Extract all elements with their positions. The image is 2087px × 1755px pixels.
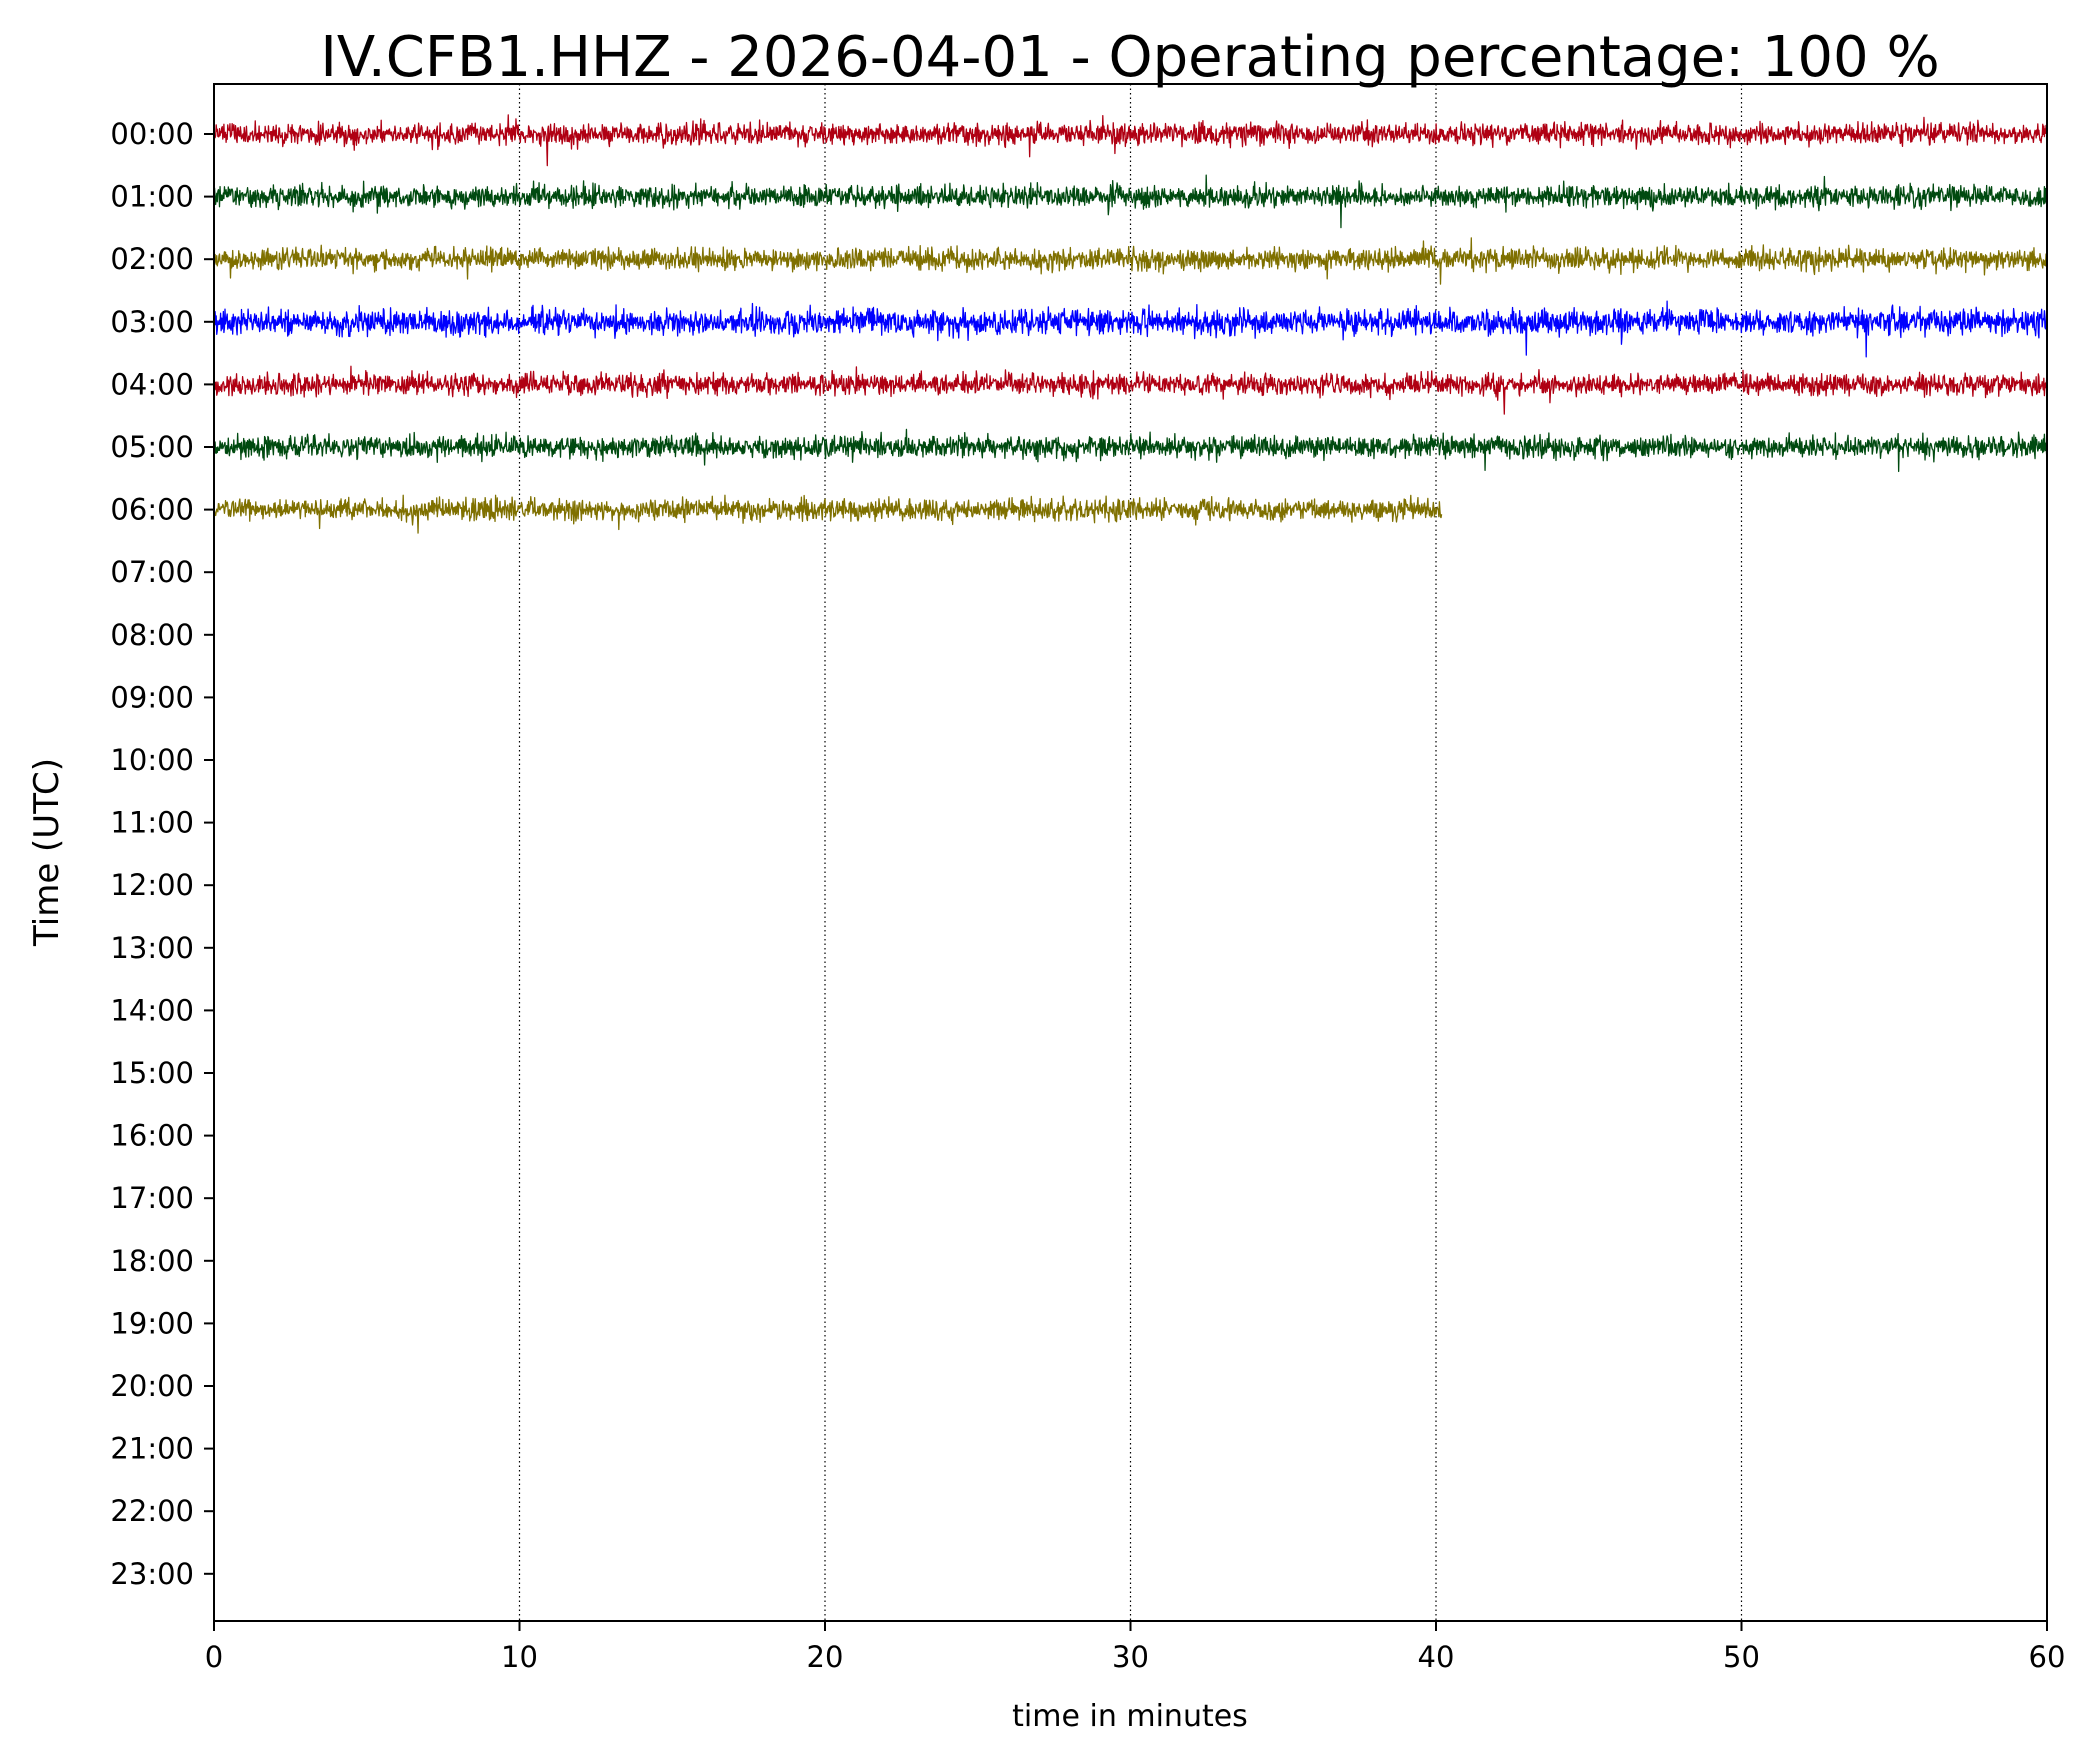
y-tick-label: 06:00 [110, 493, 194, 527]
y-tick-label: 05:00 [110, 430, 194, 464]
trace-0000 [214, 115, 2047, 166]
y-tick-label: 18:00 [110, 1244, 194, 1278]
y-tick-label: 17:00 [110, 1181, 194, 1215]
y-tick-label: 12:00 [110, 868, 194, 902]
x-axis-label: time in minutes [1012, 1699, 1248, 1734]
x-tick-label: 60 [2029, 1640, 2066, 1674]
y-tick-label: 07:00 [110, 555, 194, 589]
x-tick-label: 30 [1112, 1640, 1149, 1674]
y-tick-label: 09:00 [110, 680, 194, 714]
y-tick-label: 20:00 [110, 1369, 194, 1403]
y-tick-label: 01:00 [110, 180, 194, 214]
chart-title: IV.CFB1.HHZ - 2026-04-01 - Operating per… [320, 25, 1939, 90]
y-tick-label: 11:00 [110, 806, 194, 840]
x-tick-label: 10 [501, 1640, 538, 1674]
x-axis: 0 10 20 30 40 50 60 [205, 1621, 2066, 1674]
y-tick-label: 16:00 [110, 1119, 194, 1153]
x-tick-label: 0 [205, 1640, 223, 1674]
x-tick-label: 40 [1418, 1640, 1455, 1674]
trace-0600 [214, 495, 1442, 533]
y-tick-label: 23:00 [110, 1557, 194, 1591]
trace-0500 [214, 429, 2047, 471]
y-tick-label: 04:00 [110, 367, 194, 401]
y-axis-label: Time (UTC) [27, 758, 67, 947]
vertical-grid [520, 84, 1742, 1621]
y-tick-label: 19:00 [110, 1306, 194, 1340]
y-tick-label: 15:00 [110, 1056, 194, 1090]
y-tick-label: 13:00 [110, 931, 194, 965]
x-tick-label: 50 [1723, 1640, 1760, 1674]
x-tick-label: 20 [807, 1640, 844, 1674]
y-tick-label: 00:00 [110, 117, 194, 151]
y-tick-label: 08:00 [110, 618, 194, 652]
y-tick-label: 02:00 [110, 242, 194, 276]
y-tick-label: 10:00 [110, 743, 194, 777]
trace-0200 [214, 238, 2047, 284]
y-axis: 00:00 01:00 02:00 03:00 04:00 05:00 06:00 07:00… [110, 117, 214, 1591]
y-tick-label: 03:00 [110, 305, 194, 339]
seismic-traces [214, 115, 2047, 533]
y-tick-label: 14:00 [110, 993, 194, 1027]
y-tick-label: 21:00 [110, 1432, 194, 1466]
y-tick-label: 22:00 [110, 1494, 194, 1528]
